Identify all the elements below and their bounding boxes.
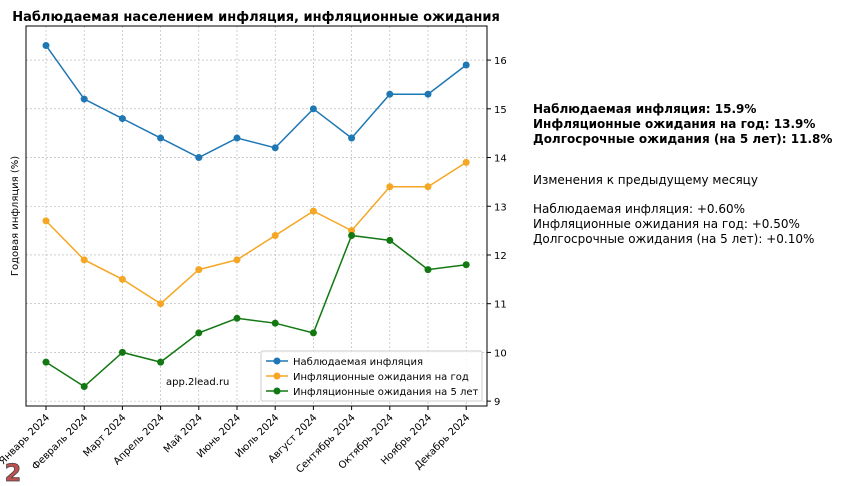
- data-point: [118, 348, 126, 356]
- data-point: [80, 256, 88, 264]
- y-tick-label: 13: [494, 202, 507, 213]
- data-point: [195, 154, 203, 162]
- chart-title: Наблюдаемая населением инфляция, инфляци…: [12, 10, 500, 25]
- y-tick-label: 16: [494, 56, 507, 67]
- y-tick-label: 12: [494, 251, 507, 262]
- summary-panel: Наблюдаемая инфляция: 15.9% Инфляционные…: [533, 102, 858, 247]
- data-point: [348, 227, 356, 235]
- data-point: [195, 329, 203, 337]
- y-tick-label: 10: [494, 348, 507, 359]
- y-tick-label: 15: [494, 105, 507, 116]
- grid: [26, 26, 487, 406]
- data-point: [42, 358, 50, 366]
- data-point: [157, 358, 165, 366]
- legend-box: [260, 350, 483, 402]
- legend-marker: [273, 387, 281, 395]
- data-point: [424, 183, 432, 191]
- legend-label: Инфляционные ожидания на 5 лет: [293, 387, 479, 398]
- legend: Наблюдаемая инфляция Инфляционные ожидани…: [260, 350, 483, 402]
- plot-frame: [25, 25, 488, 407]
- changes-title: Изменения к предыдущему месяцу: [533, 173, 758, 187]
- data-point: [42, 41, 50, 49]
- data-point: [462, 61, 470, 69]
- data-point: [386, 183, 394, 191]
- data-point: [42, 217, 50, 225]
- y-tick-label: 9: [494, 397, 500, 408]
- data-point: [271, 144, 279, 152]
- data-point: [424, 90, 432, 98]
- five-year-expectation-change: Долгосрочные ожидания (на 5 лет): +0.10%: [533, 232, 815, 246]
- data-point: [271, 319, 279, 327]
- data-point: [233, 256, 241, 264]
- data-point: [233, 314, 241, 322]
- chart-annotation: app.2lead.ru: [166, 377, 229, 388]
- legend-label: Наблюдаемая инфляция: [293, 357, 423, 368]
- legend-marker: [273, 357, 281, 365]
- y-tick-label: 11: [494, 300, 507, 311]
- data-point: [80, 95, 88, 103]
- data-point: [348, 134, 356, 142]
- brand-logo-icon: 2: [4, 460, 22, 484]
- data-point: [462, 261, 470, 269]
- data-point: [118, 275, 126, 283]
- five-year-expectation-value: Долгосрочные ожидания (на 5 лет): 11.8%: [533, 132, 833, 146]
- data-point: [80, 383, 88, 391]
- data-point: [348, 231, 356, 239]
- data-point: [118, 115, 126, 123]
- data-point: [157, 300, 165, 308]
- one-year-expectation-change: Инфляционные ожидания на год: +0.50%: [533, 217, 800, 231]
- series: [42, 41, 470, 391]
- observed-inflation-value: Наблюдаемая инфляция: 15.9%: [533, 102, 757, 116]
- y-tick-label: 14: [494, 154, 507, 165]
- data-point: [424, 266, 432, 274]
- data-point: [386, 236, 394, 244]
- data-point: [309, 329, 317, 337]
- data-point: [271, 231, 279, 239]
- data-point: [157, 134, 165, 142]
- series-line-1: [45, 45, 467, 159]
- observed-inflation-change: Наблюдаемая инфляция: +0.60%: [533, 202, 746, 216]
- y-axis-label: Годовая инфляция (%): [10, 156, 21, 276]
- series-line-3: [45, 234, 467, 388]
- data-point: [386, 90, 394, 98]
- series-line-2: [45, 161, 467, 305]
- data-point: [233, 134, 241, 142]
- brand-logo-glyph: 2: [5, 460, 22, 484]
- one-year-expectation-value: Инфляционные ожидания на год: 13.9%: [533, 117, 816, 131]
- legend-marker: [273, 372, 281, 380]
- data-point: [309, 105, 317, 113]
- data-point: [309, 207, 317, 215]
- data-point: [195, 266, 203, 274]
- legend-label: Инфляционные ожидания на год: [293, 372, 469, 383]
- data-point: [462, 158, 470, 166]
- y-axis: 9 10 11 12 13 14 15 16: [487, 56, 507, 408]
